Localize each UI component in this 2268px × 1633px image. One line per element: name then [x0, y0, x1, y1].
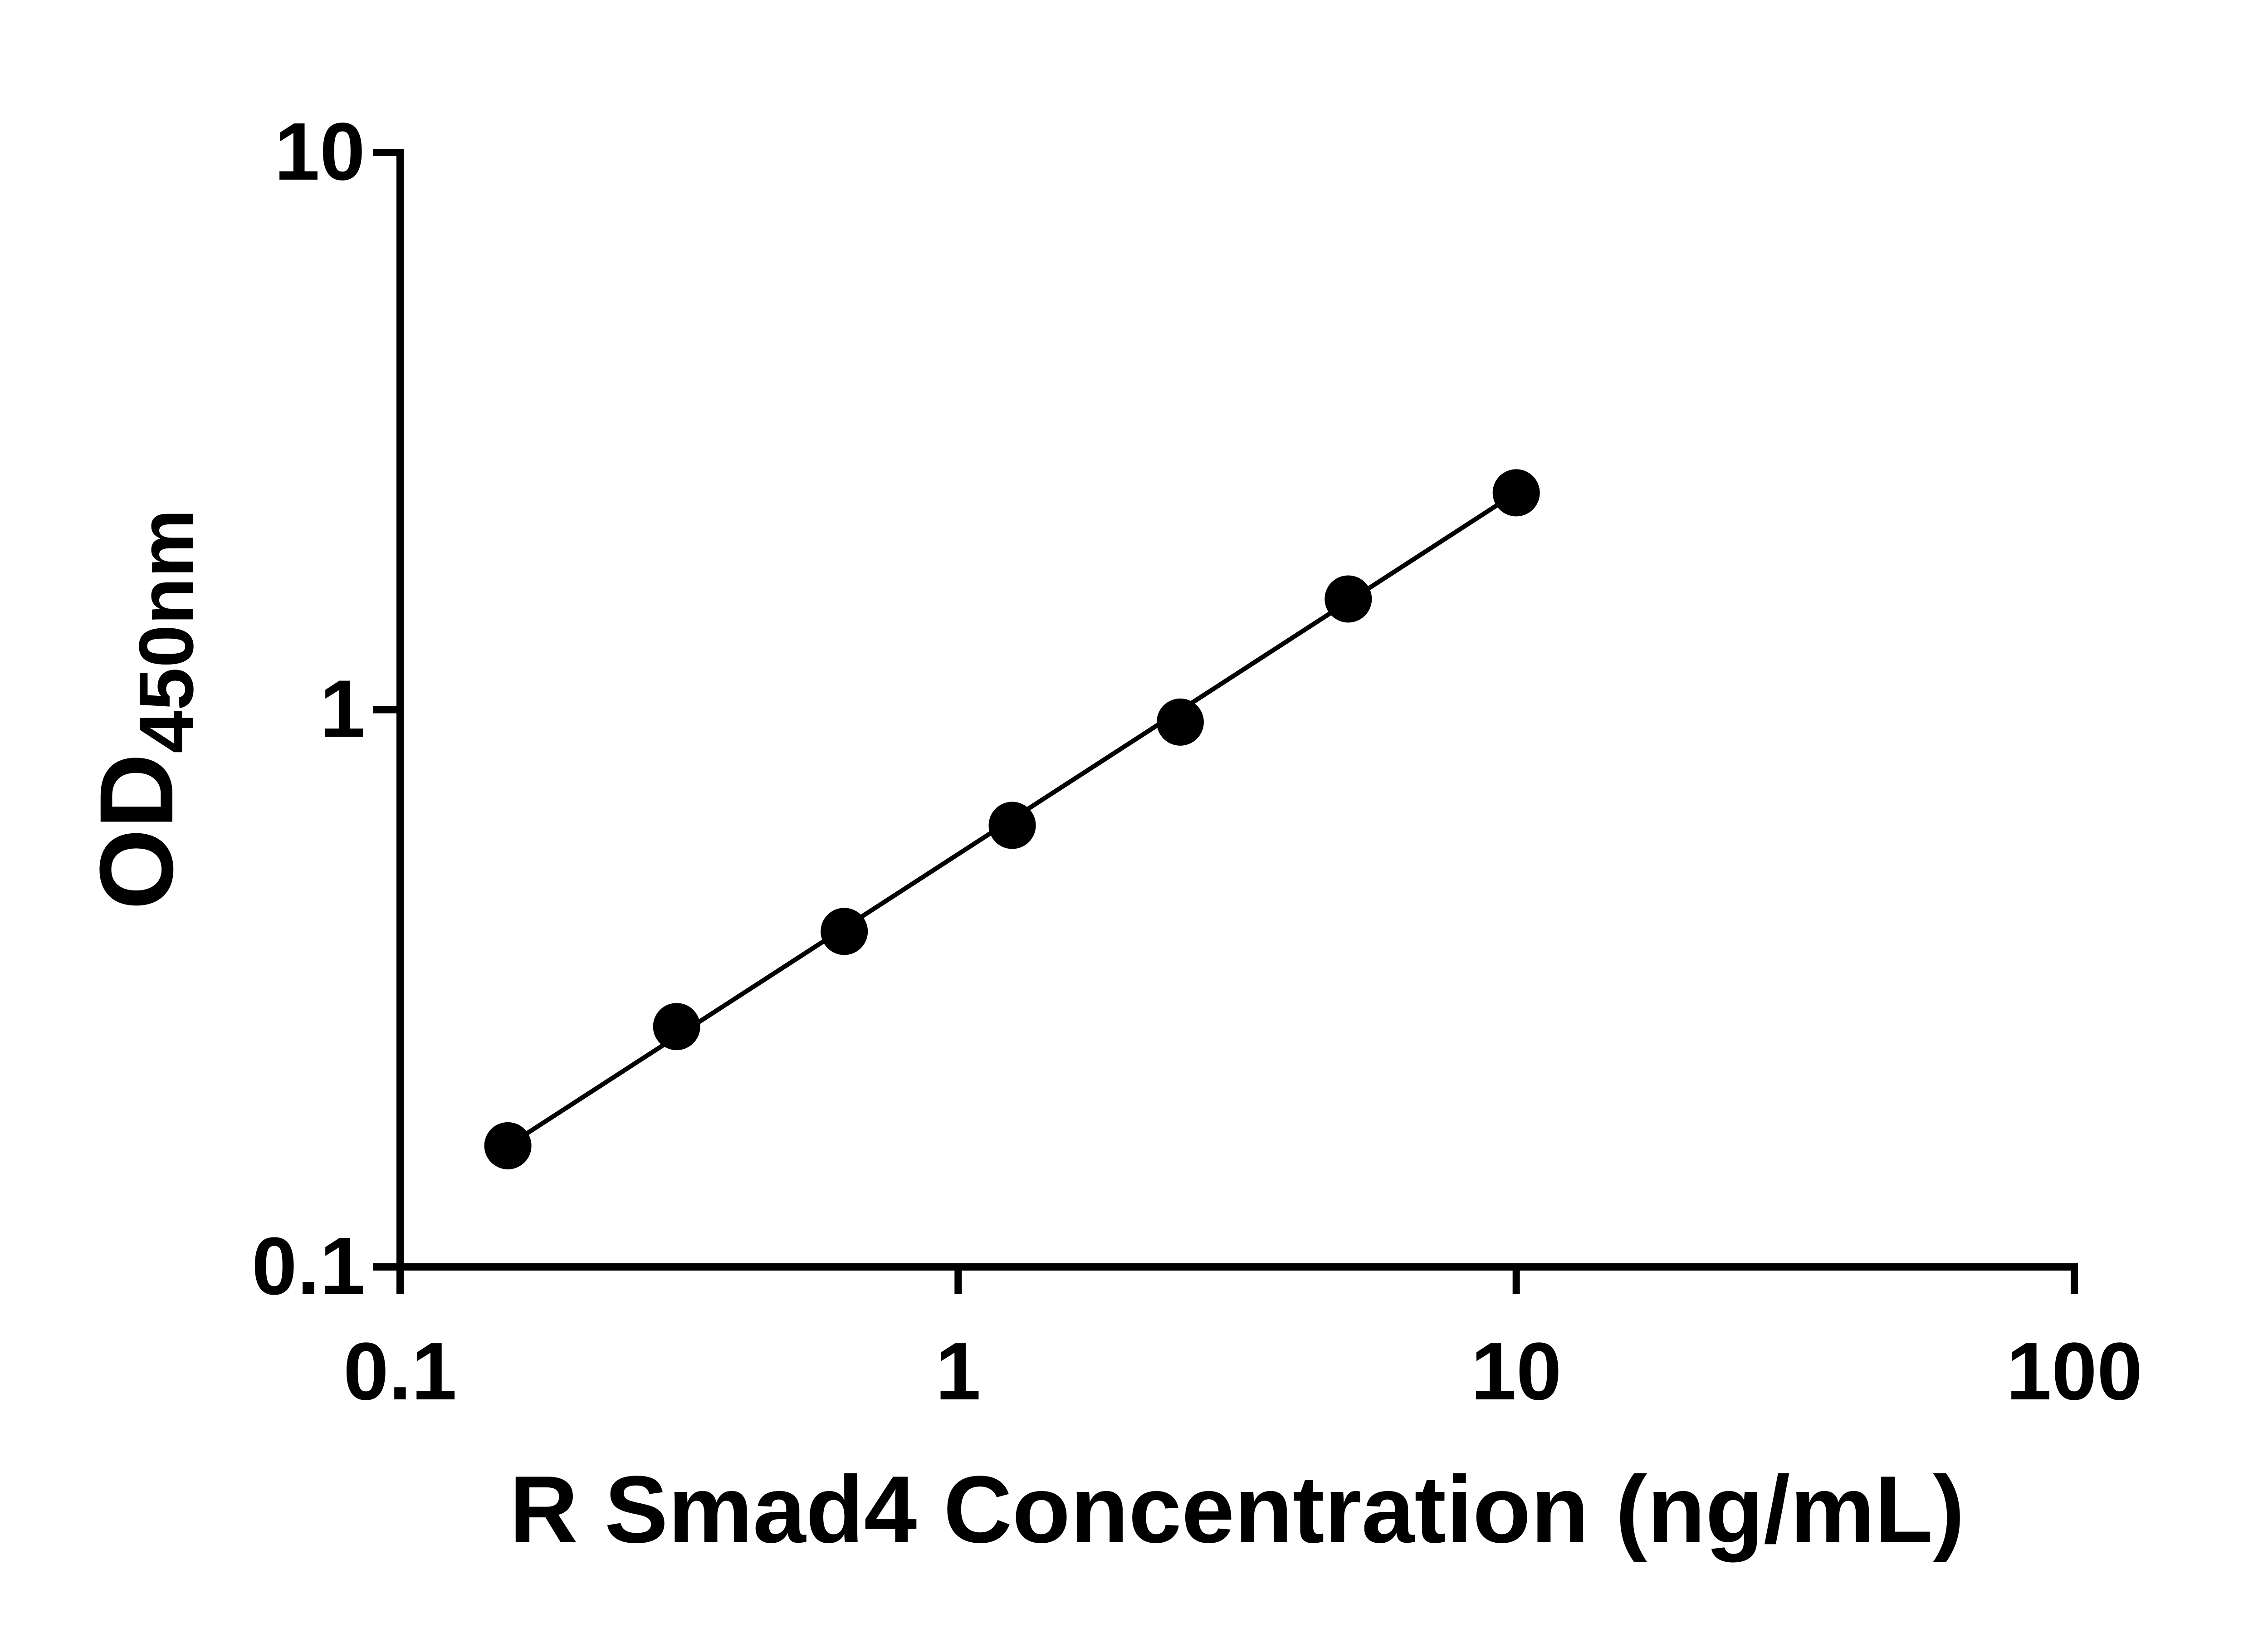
axis-spines	[396, 149, 2078, 1271]
y-axis-title-subscript: 450nm	[123, 509, 210, 753]
y-axis-title-main: OD	[78, 753, 195, 910]
x-axis-title: R Smad4 Concentration (ng/mL)	[509, 1456, 1965, 1563]
axes-layer	[396, 149, 2078, 1271]
y-tick-label: 1	[320, 664, 365, 755]
y-tick-label: 10	[274, 106, 365, 197]
x-tick-label: 100	[2006, 1326, 2142, 1417]
x-tick-label: 0.1	[343, 1326, 457, 1417]
y-axis-title: OD450nm	[78, 509, 210, 910]
series-layer	[484, 469, 1540, 1169]
data-point	[1325, 575, 1372, 623]
data-point	[821, 908, 868, 955]
ticks-layer: 0.1 1 10 100 0.1 1 10	[252, 106, 2142, 1417]
data-point	[484, 1122, 532, 1169]
data-point	[1492, 469, 1540, 517]
data-point	[1156, 698, 1204, 746]
x-tick-label: 10	[1471, 1326, 1562, 1417]
y-tick-label: 0.1	[252, 1221, 365, 1312]
data-point	[653, 1003, 700, 1051]
data-point	[988, 802, 1036, 849]
x-tick-label: 1	[935, 1326, 981, 1417]
